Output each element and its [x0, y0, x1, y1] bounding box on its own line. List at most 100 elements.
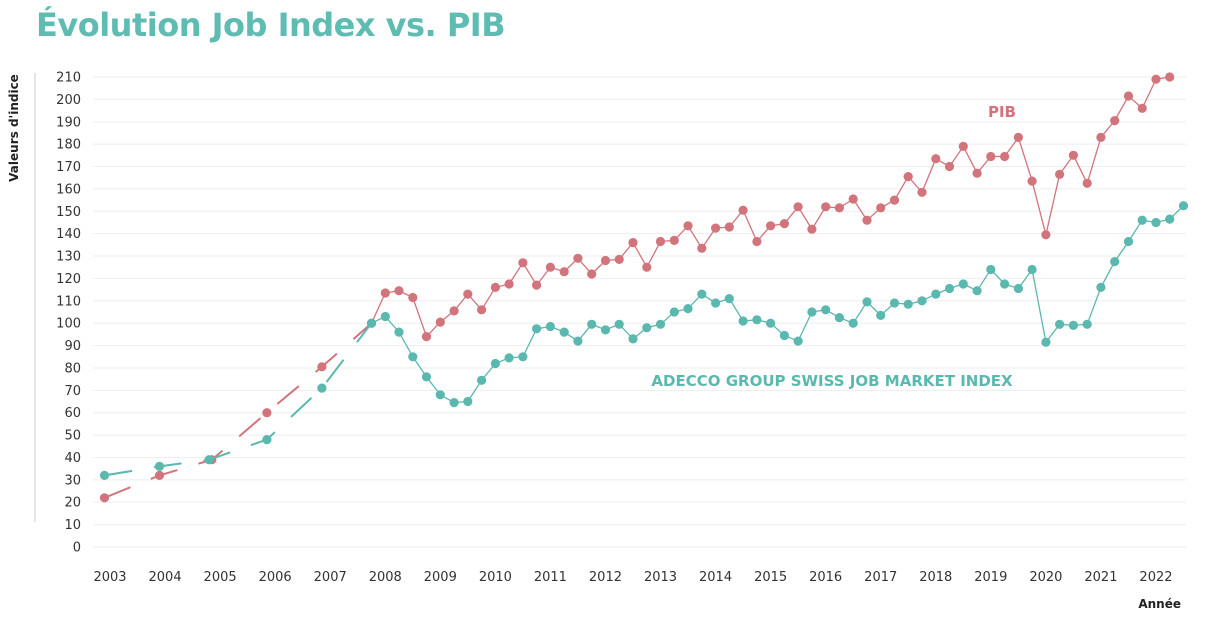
series-pib — [99, 72, 1175, 503]
data-point-job — [1068, 320, 1078, 330]
x-axis-label: Année — [1138, 597, 1181, 611]
data-point-job — [711, 298, 721, 308]
data-point-job — [779, 330, 790, 341]
data-point-job — [463, 396, 473, 407]
y-tick-label: 40 — [64, 451, 81, 466]
x-tick-label: 2021 — [1084, 570, 1117, 585]
data-point-job — [614, 319, 624, 329]
data-point-job — [317, 383, 327, 393]
x-tick-label: 2012 — [589, 570, 622, 585]
data-point-job — [683, 304, 693, 314]
data-point-job — [807, 307, 817, 317]
data-point-job — [490, 358, 500, 369]
data-point-job — [862, 297, 872, 307]
data-point-pib — [600, 255, 611, 266]
y-tick-label: 20 — [64, 496, 81, 511]
y-tick-label: 180 — [56, 138, 81, 153]
x-tick-label: 2010 — [479, 570, 512, 585]
data-point-job — [380, 311, 390, 322]
chart-title: Évolution Job Index vs. PIB — [36, 6, 506, 44]
data-point-pib — [738, 205, 748, 215]
data-point-pib — [99, 493, 110, 503]
data-point-pib — [1055, 169, 1065, 179]
data-point-pib — [848, 194, 858, 204]
data-point-job — [724, 294, 734, 304]
x-tick-label: 2020 — [1029, 570, 1062, 585]
data-point-job — [435, 390, 445, 400]
chart-series — [99, 72, 1189, 503]
y-tick-label: 200 — [56, 93, 81, 108]
chart-grid — [93, 76, 1186, 548]
data-point-pib — [807, 224, 817, 234]
data-point-job — [1178, 201, 1189, 211]
data-point-job — [1137, 215, 1147, 225]
data-point-pib — [435, 317, 445, 327]
data-point-pib — [697, 243, 707, 253]
x-tick-label: 2022 — [1139, 570, 1172, 585]
y-tick-label: 150 — [56, 205, 81, 220]
data-point-job — [518, 352, 528, 362]
data-point-pib — [1110, 116, 1120, 126]
data-point-pib — [1027, 176, 1037, 186]
x-tick-label: 2018 — [919, 570, 952, 585]
data-point-job — [848, 318, 858, 328]
data-point-job — [628, 334, 638, 344]
data-point-job — [394, 327, 404, 337]
data-point-job — [559, 327, 569, 337]
data-point-job — [752, 315, 762, 325]
series-line-dashed-pib — [104, 322, 373, 499]
y-tick-label: 160 — [56, 182, 81, 197]
data-point-job — [642, 323, 652, 333]
data-point-job — [834, 313, 845, 323]
data-point-job — [600, 325, 611, 335]
data-point-pib — [1123, 91, 1134, 101]
data-point-job — [793, 336, 803, 346]
x-tick-label: 2016 — [809, 570, 842, 585]
data-point-job — [876, 310, 886, 320]
data-point-job — [262, 435, 272, 445]
data-point-pib — [724, 222, 734, 232]
data-point-pib — [628, 238, 638, 248]
data-point-job — [545, 321, 556, 332]
data-point-job — [889, 298, 900, 308]
y-tick-label: 130 — [56, 250, 81, 265]
data-point-pib — [779, 219, 790, 229]
data-point-job — [958, 279, 968, 289]
data-point-pib — [876, 203, 886, 213]
data-point-job — [903, 299, 913, 309]
data-point-job — [1096, 282, 1106, 292]
y-tick-label: 90 — [64, 339, 81, 354]
data-point-job — [655, 319, 666, 329]
data-point-pib — [559, 267, 569, 277]
data-point-job — [408, 352, 418, 362]
y-tick-label: 60 — [64, 406, 81, 421]
data-point-job — [587, 319, 597, 329]
data-point-job — [1165, 214, 1175, 224]
data-point-pib — [834, 203, 845, 213]
data-point-job — [1041, 337, 1051, 347]
data-point-job — [1013, 283, 1024, 294]
data-point-pib — [917, 187, 927, 197]
x-tick-label: 2003 — [93, 570, 126, 585]
data-point-job — [738, 316, 748, 326]
y-tick-label: 0 — [73, 541, 81, 556]
data-point-job — [1151, 217, 1161, 228]
x-tick-label: 2017 — [864, 570, 897, 585]
data-point-pib — [1068, 150, 1078, 160]
data-point-pib — [752, 236, 762, 247]
y-tick-label: 80 — [64, 361, 81, 376]
data-point-job — [1027, 264, 1037, 275]
y-tick-label: 110 — [56, 294, 81, 309]
data-point-pib — [683, 221, 693, 231]
data-point-job — [821, 305, 831, 315]
y-tick-label: 30 — [64, 473, 81, 488]
x-tick-label: 2013 — [644, 570, 677, 585]
data-point-job — [504, 353, 514, 363]
x-tick-label: 2014 — [699, 570, 732, 585]
data-point-pib — [587, 269, 597, 279]
data-point-pib — [545, 262, 556, 272]
x-tick-label: 2015 — [754, 570, 787, 585]
series-label-pib: PIB — [988, 103, 1016, 121]
data-point-job — [573, 336, 583, 346]
